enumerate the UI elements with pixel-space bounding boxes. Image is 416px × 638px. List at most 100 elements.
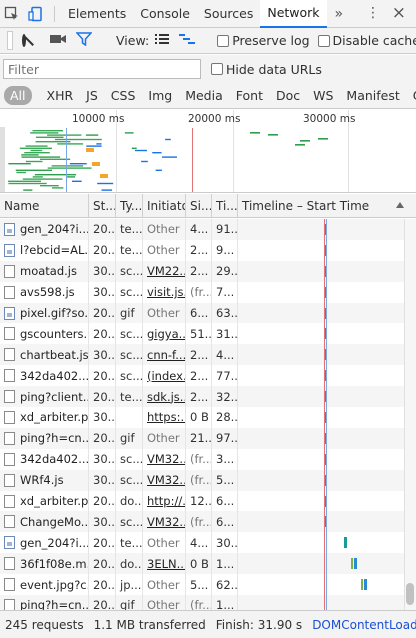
filter-icon[interactable]: [75, 32, 93, 49]
table-row[interactable]: l?ebcid=AL... 20... te... Other 2... 9...: [0, 239, 404, 261]
cell-initiator-text[interactable]: sdk.js...: [147, 389, 185, 404]
table-row[interactable]: 36f1f08e.m... 20... do... 3ELN... 0 B 1...: [0, 553, 404, 575]
table-row[interactable]: WRf4.js 30... sc... VM32... (fr... 5...: [0, 469, 404, 491]
type-doc[interactable]: Doc: [275, 88, 301, 103]
tab-elements[interactable]: Elements: [68, 6, 127, 21]
column-header-status[interactable]: St...: [89, 193, 116, 218]
type-font[interactable]: Font: [235, 88, 263, 103]
sort-ascending-icon[interactable]: [396, 202, 404, 208]
cell-name[interactable]: 36f1f08e.m...: [0, 553, 89, 575]
tab-console[interactable]: Console: [140, 6, 190, 21]
cell-name[interactable]: event.jpg?c...: [0, 574, 89, 596]
cell-name[interactable]: avs598.js: [0, 281, 89, 303]
type-media[interactable]: Media: [185, 88, 223, 103]
table-row[interactable]: event.jpg?c... 20... jp... Other 5... 62...: [0, 574, 404, 596]
hide-data-urls-toggle[interactable]: Hide data URLs: [211, 62, 322, 77]
cell-name[interactable]: gen_204?i...: [0, 219, 89, 240]
table-row[interactable]: ChangeMo... 30... sc... VM32... (fr... 6...: [0, 511, 404, 533]
cell-initiator-text[interactable]: VM32...: [147, 514, 185, 529]
table-row[interactable]: gen_204?i... 20... te... Other 4... 91...: [0, 219, 404, 240]
disable-cache-toggle[interactable]: Disable cache: [317, 33, 416, 48]
type-ws[interactable]: WS: [313, 88, 334, 103]
cell-name[interactable]: moatad.js: [0, 260, 89, 282]
type-js[interactable]: JS: [86, 88, 98, 103]
cell-name[interactable]: xd_arbiter.p...: [0, 407, 89, 428]
clear-icon[interactable]: [22, 34, 26, 47]
table-row[interactable]: 342da402... 30... sc... VM32... (fr... 3...: [0, 448, 404, 470]
cell-type: te...: [116, 219, 143, 240]
cell-name[interactable]: ping?h=cn...: [0, 595, 89, 610]
table-row[interactable]: chartbeat.js 30... sc... cnn-f... 2... 4...: [0, 344, 404, 366]
cell-name[interactable]: xd_arbiter.p...: [0, 490, 89, 512]
table-row[interactable]: 342da402... 20... sc... (index... 2... 77...: [0, 365, 404, 387]
cell-initiator-text[interactable]: gigya...: [147, 326, 186, 341]
document-file-icon: [4, 285, 15, 299]
table-row[interactable]: xd_arbiter.p... 20... do... http://... 12...…: [0, 490, 404, 512]
cell-name[interactable]: 342da402...: [0, 448, 89, 470]
close-icon[interactable]: ×: [391, 3, 406, 23]
type-other[interactable]: Other: [407, 86, 416, 105]
column-header-initiator[interactable]: Initiator: [143, 193, 186, 218]
type-xhr[interactable]: XHR: [46, 88, 74, 103]
column-header-name[interactable]: Name: [0, 193, 89, 218]
scrollbar-thumb[interactable]: [406, 583, 414, 605]
table-row[interactable]: ping?h=cn... 20... gif Other (fr... 1...: [0, 595, 404, 610]
device-toolbar-icon[interactable]: [24, 0, 48, 28]
network-overview[interactable]: 10000 ms 20000 ms 30000 ms: [0, 110, 416, 193]
table-row[interactable]: ping?client... 20... te... sdk.js... 2... 32.…: [0, 386, 404, 408]
cell-initiator-text[interactable]: http://...: [147, 494, 186, 509]
hide-data-urls-checkbox[interactable]: [211, 63, 223, 75]
column-header-time[interactable]: Ti...: [212, 193, 238, 218]
overview-selection-handle[interactable]: [0, 127, 5, 192]
cell-initiator-text[interactable]: visit.js...: [147, 285, 185, 300]
cell-initiator-text[interactable]: 3ELN...: [147, 556, 186, 571]
cell-size-text: 4...: [190, 222, 209, 237]
cell-name[interactable]: gen_204?i...: [0, 532, 89, 554]
table-row[interactable]: xd_arbiter.p... 30... https:... 0 B 28...: [0, 407, 404, 428]
cell-name[interactable]: ping?client...: [0, 386, 89, 408]
type-img[interactable]: Img: [148, 88, 173, 103]
cell-name[interactable]: ping?h=cn...: [0, 427, 89, 449]
list-view-icon[interactable]: [155, 33, 170, 48]
waterfall-view-icon[interactable]: [179, 33, 196, 48]
table-row[interactable]: moatad.js 30... sc... VM22... 2... 29...: [0, 260, 404, 282]
table-row[interactable]: gscounters... 20... sc... gigya... 51... 31..…: [0, 323, 404, 345]
disable-cache-checkbox[interactable]: [317, 34, 330, 47]
filter-input[interactable]: [3, 59, 201, 79]
table-row[interactable]: avs598.js 30... sc... visit.js... (fr... 7...: [0, 281, 404, 303]
screenshot-icon[interactable]: [50, 33, 66, 48]
cell-name[interactable]: l?ebcid=AL...: [0, 239, 89, 261]
cell-timeline: [238, 470, 402, 491]
cell-name[interactable]: ChangeMo...: [0, 511, 89, 533]
cell-initiator-text[interactable]: VM32...: [147, 473, 185, 488]
timeline-bar-waiting: [361, 579, 363, 591]
cell-initiator-text[interactable]: VM32...: [147, 452, 185, 467]
tab-sources[interactable]: Sources: [203, 6, 254, 21]
inspect-element-icon[interactable]: [0, 0, 24, 28]
preserve-log-checkbox[interactable]: [217, 34, 230, 47]
type-manifest[interactable]: Manifest: [346, 88, 400, 103]
cell-name[interactable]: pixel.gif?so...: [0, 302, 89, 324]
cell-initiator-text[interactable]: cnn-f...: [147, 347, 186, 362]
column-header-type[interactable]: Ty...: [116, 193, 143, 218]
cell-name[interactable]: gscounters...: [0, 323, 89, 345]
vertical-scrollbar[interactable]: [404, 219, 416, 610]
cell-name[interactable]: 342da402...: [0, 365, 89, 387]
tab-network[interactable]: Network: [260, 0, 327, 28]
cell-size: 51...: [186, 323, 212, 345]
table-row[interactable]: gen_204?i... 20... te... Other 4... 30...: [0, 532, 404, 554]
column-header-timeline[interactable]: Timeline – Start Time: [242, 198, 370, 213]
table-row[interactable]: pixel.gif?so... 20... gif Other 6... 63...: [0, 302, 404, 324]
cell-initiator-text[interactable]: https:...: [147, 410, 185, 425]
table-row[interactable]: ping?h=cn... 20... gif Other 21... 97...: [0, 427, 404, 449]
cell-name[interactable]: WRf4.js: [0, 469, 89, 491]
menu-icon[interactable]: ⋮: [366, 5, 380, 21]
more-tabs-icon[interactable]: »: [334, 5, 344, 22]
cell-initiator-text[interactable]: VM22...: [147, 264, 185, 279]
cell-initiator-text[interactable]: (index...: [147, 368, 185, 383]
type-all[interactable]: All: [4, 86, 32, 105]
type-css[interactable]: CSS: [110, 88, 136, 103]
column-header-size[interactable]: Si...: [186, 193, 212, 218]
preserve-log-toggle[interactable]: Preserve log: [217, 33, 310, 48]
cell-name[interactable]: chartbeat.js: [0, 344, 89, 366]
